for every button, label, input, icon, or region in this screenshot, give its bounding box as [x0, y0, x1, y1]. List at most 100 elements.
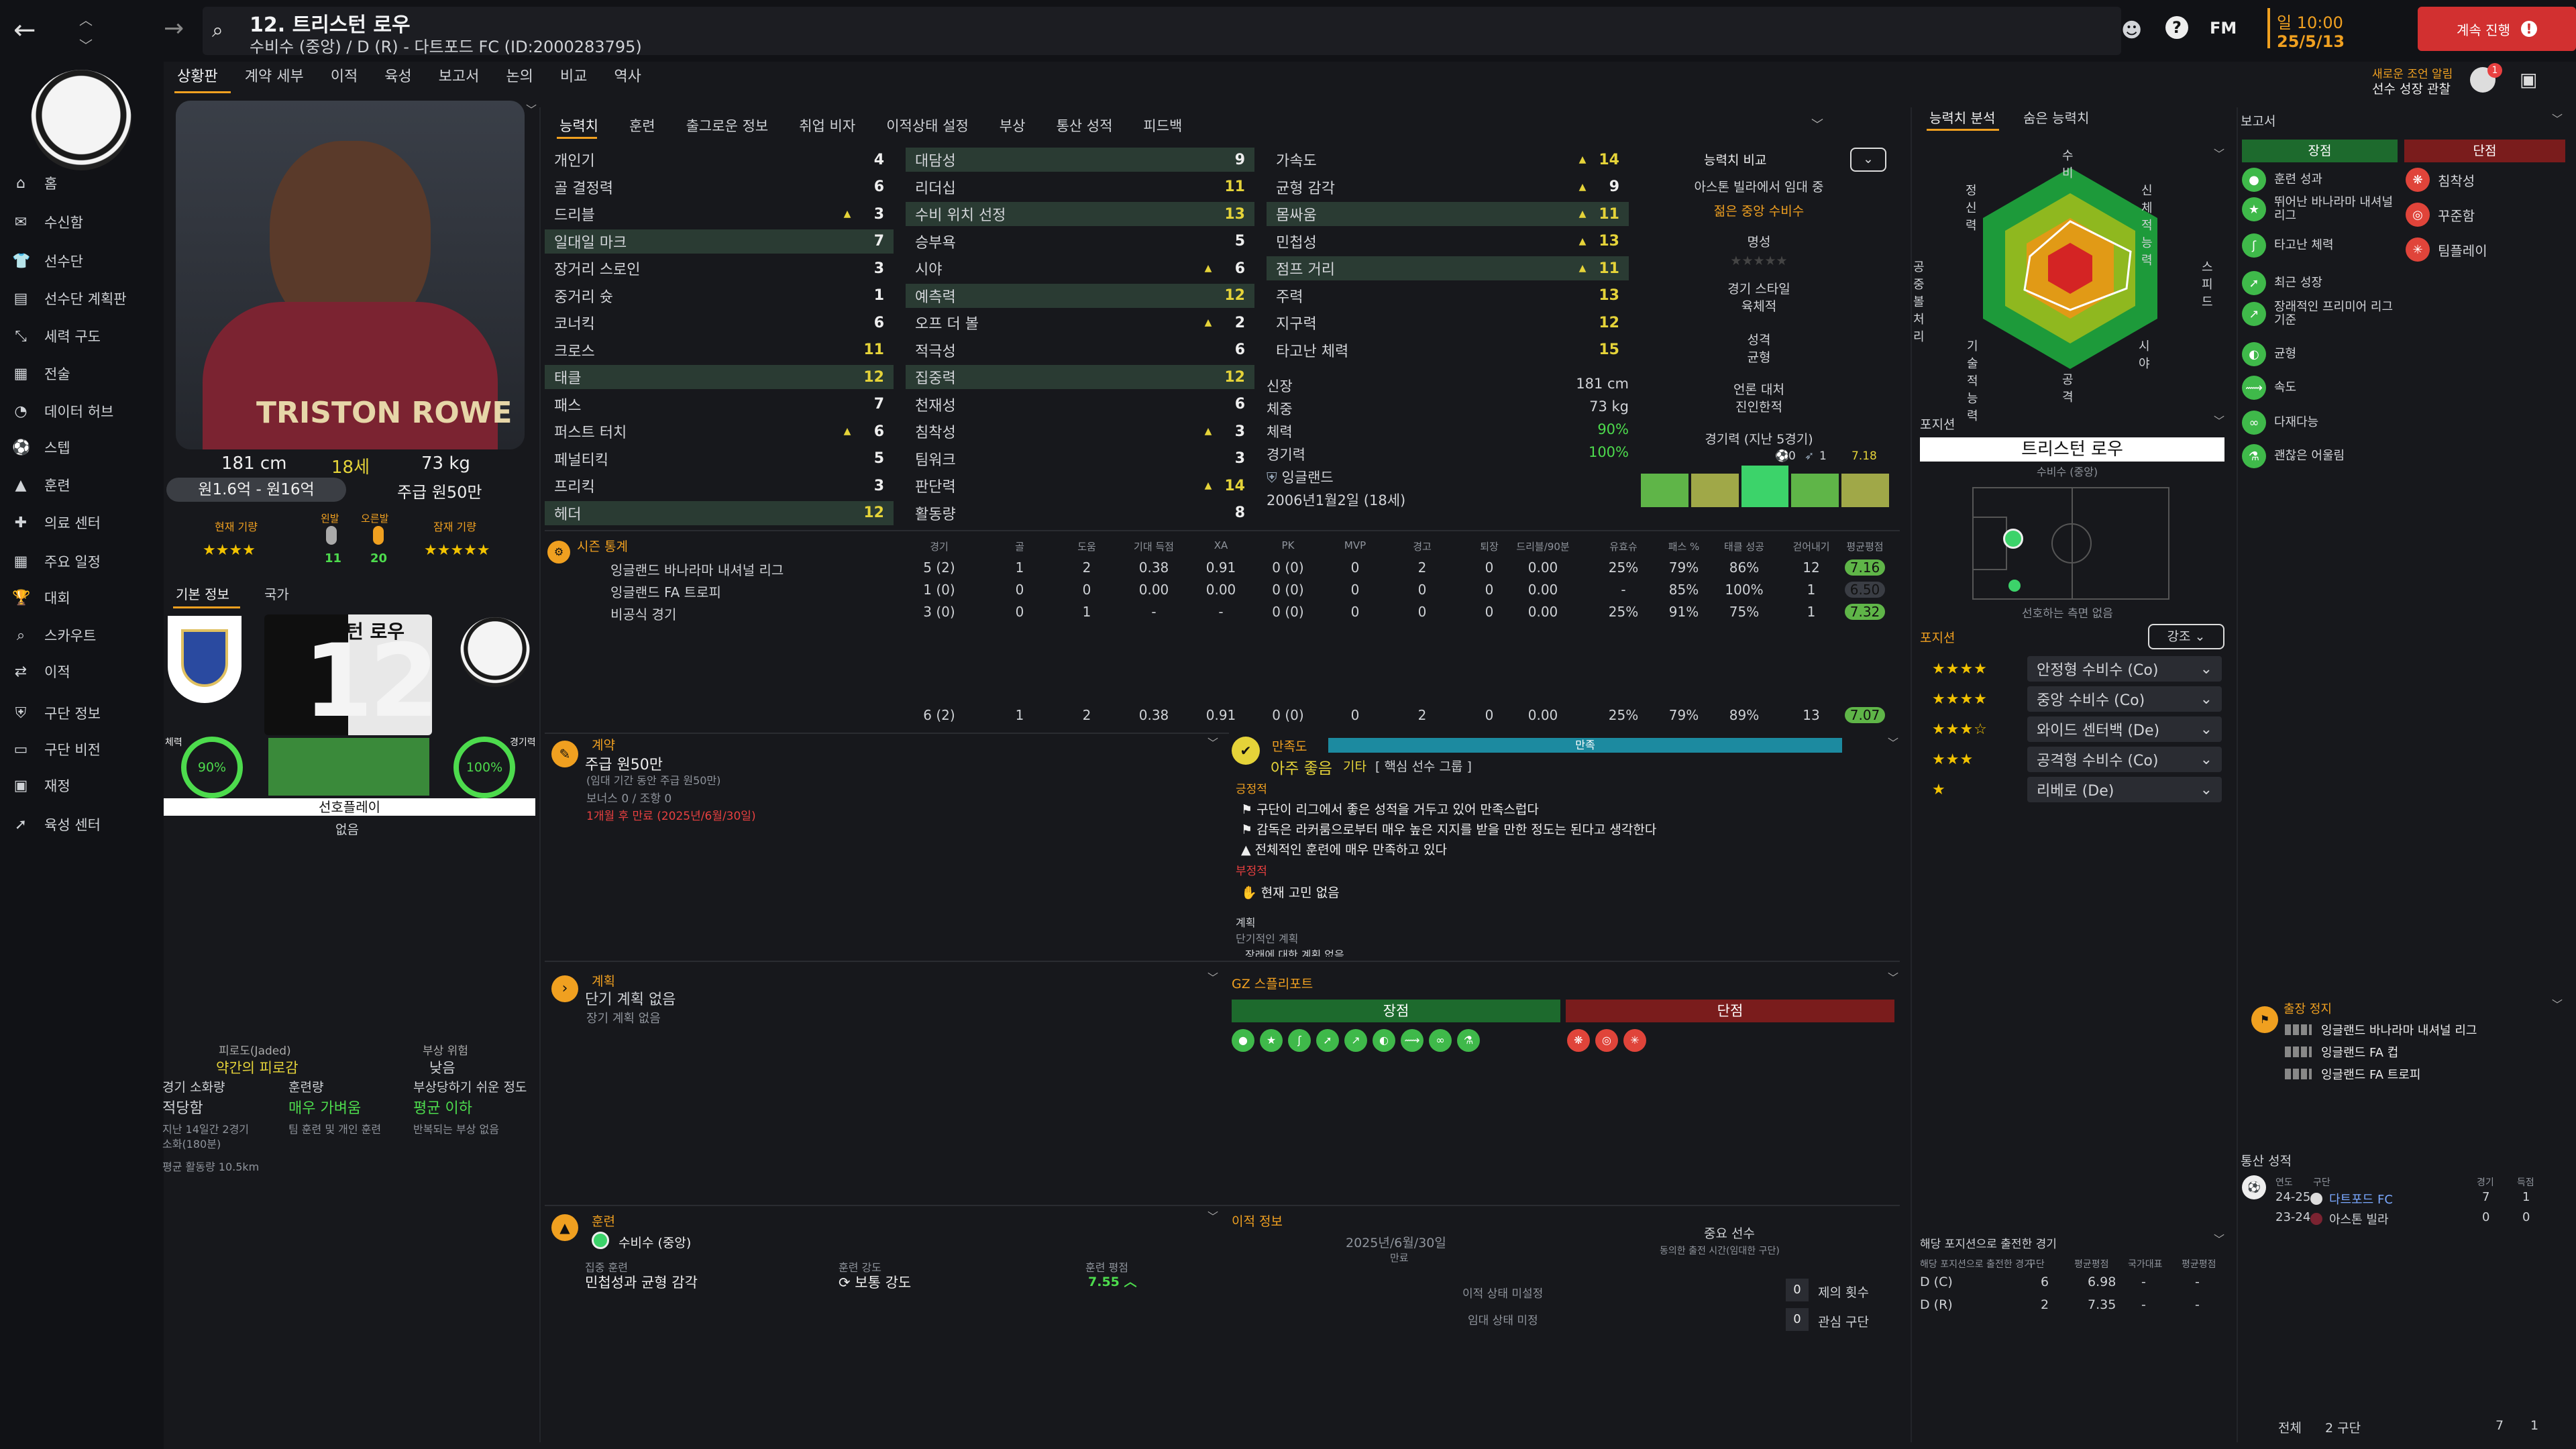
sidebar-item[interactable]: ⌕ 스카우트 — [12, 620, 160, 651]
attribute-row[interactable]: 오프 더 볼 ▲ 2 — [906, 311, 1254, 335]
roles-label[interactable]: 포지션 — [1920, 631, 1955, 645]
attr-tab[interactable]: 취업 비자 — [799, 118, 856, 134]
suspension-title[interactable]: 출장 정지 — [2284, 1002, 2332, 1016]
news-line2[interactable]: 선수 성장 관찰 — [2372, 82, 2451, 97]
sidebar-item[interactable]: ▲ 훈련 — [12, 470, 160, 500]
sidebar-item[interactable]: ⚽ 스텝 — [12, 432, 160, 463]
role-select[interactable]: 와이드 센터백 (De) ⌄ — [2027, 716, 2222, 742]
attr-tab[interactable]: 이적상태 설정 — [886, 118, 969, 134]
attribute-row[interactable]: 집중력 12 — [906, 365, 1254, 389]
subnav-item[interactable]: 보고서 — [438, 68, 480, 85]
sidebar-item[interactable]: ⌂ 홈 — [12, 168, 160, 199]
role-select[interactable]: 안정형 수비수 (Co) ⌄ — [2027, 656, 2222, 682]
sidebar-item[interactable]: ▦ 주요 일정 — [12, 546, 160, 577]
attribute-row[interactable]: 대담성 9 — [906, 148, 1254, 172]
compare-dropdown[interactable]: ⌄ — [1850, 148, 1886, 172]
club-crest[interactable] — [31, 70, 131, 170]
attribute-row[interactable]: 장거리 스로인 3 — [545, 256, 894, 280]
chevron-up-icon[interactable]: ︿ — [79, 12, 93, 28]
transfer-title[interactable]: 이적 정보 — [1232, 1214, 1283, 1229]
roles-dropdown[interactable]: 강조 ⌄ — [2148, 624, 2224, 649]
attribute-row[interactable]: 드리블 ▲ 3 — [545, 202, 894, 226]
stats-row[interactable]: 비공식 경기 3 (0) 0 1 - - 0 (0) 0 0 0 0.00 25% 91% 75% 1 7.3… — [577, 604, 1898, 624]
role-select[interactable]: 리베로 (De) ⌄ — [2027, 777, 2222, 802]
attr-tab[interactable]: 훈련 — [629, 118, 655, 134]
attribute-row[interactable]: 활동량 8 — [906, 501, 1254, 525]
training-chevron-icon[interactable]: ﹀ — [1208, 1210, 1219, 1223]
sidebar-item[interactable]: ➚ 육성 센터 — [12, 809, 160, 840]
subnav-item[interactable]: 계약 세부 — [244, 68, 304, 85]
happiness-title[interactable]: 만족도 — [1272, 739, 1307, 754]
tab-nation[interactable]: 국가 — [264, 586, 289, 602]
subnav-item[interactable]: 논의 — [506, 68, 533, 85]
attribute-row[interactable]: 리더십 11 — [906, 175, 1254, 199]
fm-logo[interactable]: FM — [2210, 19, 2237, 38]
back-icon[interactable]: ← — [13, 15, 36, 46]
sidebar-item[interactable]: ▭ 구단 비전 — [12, 734, 160, 765]
role-select[interactable]: 공격형 수비수 (Co) ⌄ — [2027, 747, 2222, 772]
attribute-row[interactable]: 태클 12 — [545, 365, 894, 389]
analysis-chevron-icon[interactable]: ﹀ — [2214, 148, 2225, 160]
chevron-down-icon[interactable]: ﹀ — [79, 38, 93, 54]
attribute-row[interactable]: 패스 7 — [545, 392, 894, 417]
gz-chevron-icon[interactable]: ﹀ — [1888, 971, 1899, 984]
attribute-row[interactable]: 헤더 12 — [545, 500, 894, 525]
sidebar-item[interactable]: ◔ 데이터 허브 — [12, 396, 160, 427]
attr-tab[interactable]: 통산 성적 — [1056, 118, 1113, 134]
avatar-icon[interactable]: ☻ — [2121, 19, 2143, 42]
sidebar-item[interactable]: ✚ 의료 센터 — [12, 507, 160, 538]
subnav-item[interactable]: 역사 — [614, 68, 641, 85]
career-row[interactable]: 24-25 다트포드 FC 7 1 — [2275, 1190, 2564, 1210]
sidebar-item[interactable]: 👕 선수단 — [12, 246, 160, 276]
attribute-row[interactable]: 몸싸움 ▲ 11 — [1267, 202, 1629, 226]
attribute-row[interactable]: 천재성 6 — [906, 392, 1254, 417]
photo-chevron-icon[interactable]: ﹀ — [526, 103, 537, 116]
attribute-row[interactable]: 적극성 6 — [906, 338, 1254, 362]
attr-tab[interactable]: 부상 — [999, 118, 1026, 134]
stats-row[interactable]: 6 (2) 1 2 0.38 0.91 0 (0) 0 2 0 0.00 25% 79% 89% 13 7.… — [577, 707, 1898, 727]
attr-tab[interactable]: 피드백 — [1143, 118, 1183, 134]
sidebar-item[interactable]: ▦ 전술 — [12, 358, 160, 389]
tab-hidden[interactable]: 숨은 능력치 — [2023, 110, 2090, 126]
attr-chevron-icon[interactable]: ﹀ — [1811, 118, 1823, 132]
attribute-row[interactable]: 골 결정력 6 — [545, 175, 894, 199]
subnav-item[interactable]: 상황판 — [177, 68, 218, 85]
subnav-item[interactable]: 이적 — [330, 68, 358, 85]
attribute-row[interactable]: 승부욕 5 — [906, 229, 1254, 254]
attribute-row[interactable]: 균형 감각 ▲ 9 — [1267, 175, 1629, 199]
role-row[interactable]: ★ 리베로 (De) ⌄ — [1920, 777, 2222, 802]
attribute-row[interactable]: 프리킥 3 — [545, 474, 894, 498]
continue-button[interactable]: 계속 진행 ! — [2418, 7, 2576, 51]
subnav-item[interactable]: 육성 — [384, 68, 412, 85]
role-select[interactable]: 중앙 수비수 (Co) ⌄ — [2027, 686, 2222, 712]
attribute-row[interactable]: 수비 위치 선정 13 — [906, 202, 1254, 226]
sidebar-item[interactable]: ▣ 재정 — [12, 770, 160, 801]
forward-icon[interactable]: → — [164, 15, 184, 42]
sidebar-item[interactable]: 🏆 대회 — [12, 582, 160, 613]
stats-row[interactable]: 잉글랜드 바나라마 내셔널 리그 5 (2) 1 2 0.38 0.91 0 (0) 0 2 0 0… — [577, 559, 1898, 580]
attribute-row[interactable]: 일대일 마크 7 — [545, 229, 894, 254]
attribute-row[interactable]: 크로스 11 — [545, 338, 894, 362]
attribute-row[interactable]: 판단력 ▲ 14 — [906, 474, 1254, 498]
role-row[interactable]: ★★★ 공격형 수비수 (Co) ⌄ — [1920, 747, 2222, 772]
attr-tab[interactable]: 출그로운 정보 — [686, 118, 769, 134]
tab-basic-info[interactable]: 기본 정보 — [176, 586, 229, 602]
attribute-row[interactable]: 예측력 12 — [906, 283, 1254, 308]
happiness-chevron-icon[interactable]: ﹀ — [1888, 737, 1899, 749]
attribute-row[interactable]: 주력 13 — [1267, 284, 1629, 308]
contract-chevron-icon[interactable]: ﹀ — [1208, 737, 1219, 749]
report-chevron-icon[interactable]: ﹀ — [2552, 113, 2563, 125]
sidebar-item[interactable]: ✉ 수신함 — [12, 207, 160, 237]
attr-tab[interactable]: 능력치 — [559, 118, 598, 134]
gz-title[interactable]: GZ 스플리포트 — [1232, 977, 1313, 991]
sidebar-item[interactable]: ⛨ 구단 정보 — [12, 698, 160, 729]
stats-row[interactable]: 잉글랜드 FA 트로피 1 (0) 0 0 0.00 0.00 0 (0) 0 0 0 0.00 - 8… — [577, 582, 1898, 602]
sidebar-item[interactable]: ⇄ 이적 — [12, 656, 160, 687]
role-row[interactable]: ★★★☆ 와이드 센터백 (De) ⌄ — [1920, 716, 2222, 742]
plan-chevron-icon[interactable]: ﹀ — [1208, 971, 1219, 984]
attribute-row[interactable]: 지구력 12 — [1267, 311, 1629, 335]
screen-icon[interactable]: ▣ — [2520, 68, 2538, 91]
attribute-row[interactable]: 퍼스트 터치 ▲ 6 — [545, 419, 894, 443]
suspension-chevron-icon[interactable]: ﹀ — [2552, 998, 2563, 1011]
attribute-row[interactable]: 페널티킥 5 — [545, 447, 894, 471]
